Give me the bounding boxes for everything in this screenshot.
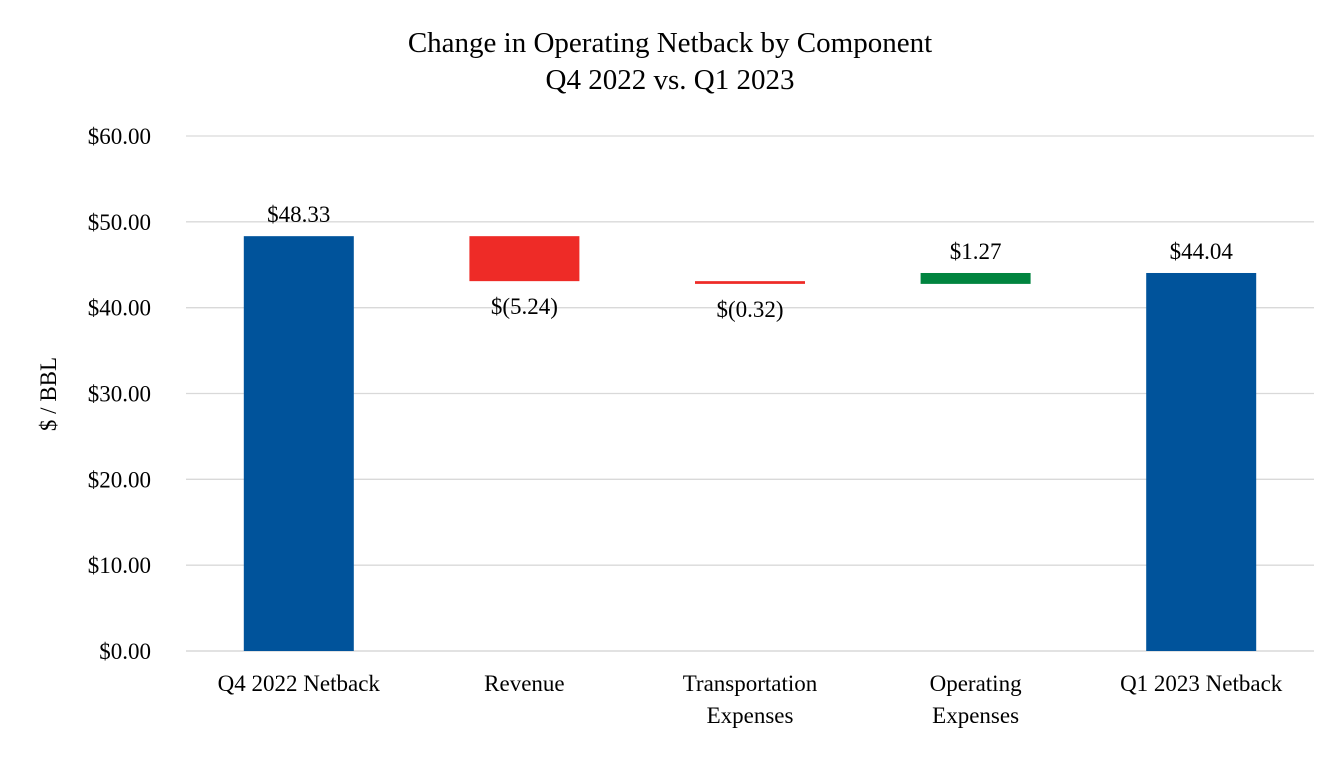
y-axis-ticks: $0.00 $10.00 $20.00 $30.00 $40.00 $50.00 $60.0…	[88, 124, 151, 664]
bar-increase	[920, 272, 1031, 284]
category-label: Q4 2022 Netback	[218, 671, 381, 696]
data-label: $1.27	[950, 239, 1002, 264]
category-label: Revenue	[484, 671, 564, 696]
data-labels: $48.33 $(5.24) $(0.32) $1.27 $44.04	[267, 202, 1233, 322]
gridlines	[186, 135, 1314, 652]
bar-decrease	[695, 281, 805, 284]
y-axis-title: $ / BBL	[36, 357, 61, 431]
y-tick-label: $30.00	[88, 382, 151, 407]
category-label: Transportation	[683, 671, 818, 696]
data-label: $(5.24)	[491, 294, 558, 319]
category-label: Operating	[930, 671, 1022, 696]
x-axis-categories: Q4 2022 Netback Revenue Transportation Expe…	[218, 671, 1283, 728]
y-tick-label: $20.00	[88, 467, 151, 492]
category-label: Expenses	[932, 703, 1019, 728]
y-tick-label: $50.00	[88, 210, 151, 235]
data-label: $(0.32)	[716, 297, 783, 322]
bar-decrease	[469, 236, 580, 282]
y-tick-label: $40.00	[88, 296, 151, 321]
bars	[243, 236, 1257, 652]
bar-total	[1146, 272, 1257, 651]
category-label: Expenses	[707, 703, 794, 728]
bar-total	[243, 236, 354, 652]
data-label: $48.33	[267, 202, 330, 227]
chart-title-line-1: Change in Operating Netback by Component	[408, 27, 932, 59]
y-tick-label: $0.00	[99, 639, 151, 664]
data-label: $44.04	[1170, 239, 1234, 264]
y-tick-label: $60.00	[88, 124, 151, 149]
chart-title: Change in Operating Netback by Component…	[408, 27, 932, 96]
category-label: Q1 2023 Netback	[1120, 671, 1283, 696]
y-tick-label: $10.00	[88, 553, 151, 578]
chart-title-line-2: Q4 2022 vs. Q1 2023	[546, 64, 795, 96]
